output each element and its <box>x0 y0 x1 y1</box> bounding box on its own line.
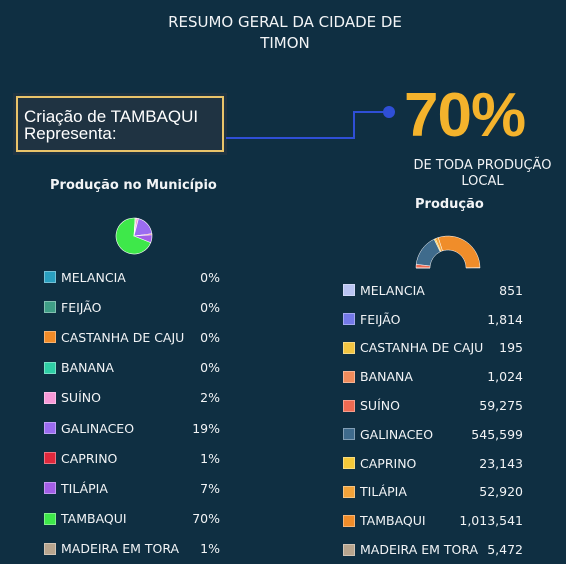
percentage-caption: DE TODA PRODUÇÃO LOCAL <box>400 158 565 190</box>
legend-label: MELANCIA <box>61 270 200 285</box>
page-title: RESUMO GERAL DA CIDADE DE TIMON <box>120 12 450 54</box>
big-percentage: 70% <box>404 80 525 151</box>
callout-frame: Criação de TAMBAQUI Representa: <box>16 96 224 152</box>
legend-value: 545,599 <box>471 427 523 442</box>
legend-value: 0% <box>200 330 220 345</box>
legend-label: GALINACEO <box>360 427 471 442</box>
legend-swatch <box>44 452 56 464</box>
legend-swatch <box>343 544 355 556</box>
legend-value: 1,013,541 <box>459 513 523 528</box>
legend-swatch <box>44 362 56 374</box>
legend-label: TAMBAQUI <box>61 511 192 526</box>
legend-label: TILÁPIA <box>61 481 200 496</box>
legend-value: 0% <box>200 270 220 285</box>
legend-label: FEIJÃO <box>360 312 487 327</box>
callout-line-2: Representa: <box>24 125 214 142</box>
legend-swatch <box>343 400 355 412</box>
legend-value: 52,920 <box>479 484 523 499</box>
donut-slice-tambaqui <box>438 236 480 268</box>
legend-label: BANANA <box>360 369 487 384</box>
legend-label: MADEIRA EM TORA <box>61 541 200 556</box>
legend-value: 1% <box>200 541 220 556</box>
legend-swatch <box>44 331 56 343</box>
chart-title-producao: Produção <box>415 197 484 212</box>
legend-label: TAMBAQUI <box>360 513 459 528</box>
legend-label: CASTANHA DE CAJU <box>61 330 200 345</box>
legend-value: 851 <box>499 283 523 298</box>
callout-line-1: Criação de TAMBAQUI <box>24 108 214 125</box>
legend-value: 195 <box>499 340 523 355</box>
legend-swatch <box>343 486 355 498</box>
legend-label: BANANA <box>61 360 200 375</box>
legend-swatch <box>343 313 355 325</box>
legend-swatch <box>44 422 56 434</box>
legend-swatch <box>343 371 355 383</box>
legend-swatch <box>343 342 355 354</box>
legend-label: SUÍNO <box>61 390 200 405</box>
legend-label: MELANCIA <box>360 283 499 298</box>
legend-swatch <box>343 515 355 527</box>
legend-swatch <box>44 301 56 313</box>
legend-value: 70% <box>192 511 220 526</box>
legend-value: 1,024 <box>487 369 523 384</box>
legend-value: 19% <box>192 421 220 436</box>
legend-value: 1% <box>200 451 220 466</box>
legend-value: 0% <box>200 360 220 375</box>
highlight-callout: Criação de TAMBAQUI Representa: <box>13 93 227 155</box>
legend-label: SUÍNO <box>360 398 479 413</box>
legend-label: MADEIRA EM TORA <box>360 542 487 557</box>
legend-value: 0% <box>200 300 220 315</box>
legend-swatch <box>343 284 355 296</box>
callout-connector <box>226 98 401 143</box>
legend-swatch <box>44 543 56 555</box>
connector-dot <box>383 106 395 118</box>
legend-swatch <box>44 482 56 494</box>
legend-label: TILÁPIA <box>360 484 479 499</box>
legend-label: FEIJÃO <box>61 300 200 315</box>
legend-value: 7% <box>200 481 220 496</box>
legend-swatch <box>44 392 56 404</box>
pie-chart-municipio <box>114 216 154 256</box>
legend-label: CASTANHA DE CAJU <box>360 340 499 355</box>
legend-label: GALINACEO <box>61 421 192 436</box>
legend-swatch <box>44 513 56 525</box>
donut-chart-producao <box>414 234 482 272</box>
legend-value: 1,814 <box>487 312 523 327</box>
caption-line-1: DE TODA PRODUÇÃO <box>400 158 565 174</box>
legend-value: 23,143 <box>479 456 523 471</box>
chart-title-municipio: Produção no Município <box>50 178 217 193</box>
legend-label: CAPRINO <box>360 456 479 471</box>
legend-label: CAPRINO <box>61 451 200 466</box>
title-line-2: TIMON <box>120 33 450 54</box>
legend-swatch <box>343 428 355 440</box>
legend-value: 59,275 <box>479 398 523 413</box>
legend-value: 5,472 <box>487 542 523 557</box>
legend-value: 2% <box>200 390 220 405</box>
title-line-1: RESUMO GERAL DA CIDADE DE <box>120 12 450 33</box>
legend-swatch <box>44 271 56 283</box>
legend-swatch <box>343 457 355 469</box>
caption-line-2: LOCAL <box>400 174 565 190</box>
